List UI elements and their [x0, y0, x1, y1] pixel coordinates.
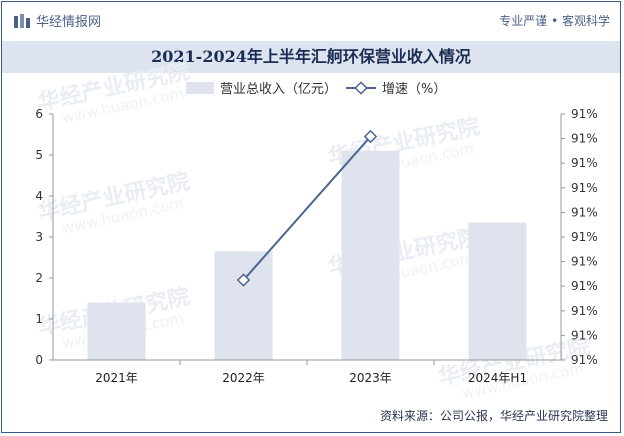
- x-tick-label: 2023年: [349, 371, 392, 385]
- y-tick-label: 4: [35, 189, 43, 203]
- line-point: [236, 273, 251, 287]
- legend: 营业总收入（亿元） 增速（%）: [186, 81, 446, 97]
- y2-tick-label: 91%: [571, 230, 598, 244]
- source-note: 资料来源：公司公报，华经产业研究院整理: [379, 409, 608, 423]
- y-tick-label: 3: [35, 230, 43, 244]
- axes: 0 1 2 3 4 5 6 91% 91% 91% 91% 91% 91% 91% 91% 91% 91% 91%…: [35, 107, 597, 385]
- brand: 华经情报网: [14, 11, 101, 30]
- y-tick-label: 5: [35, 148, 43, 162]
- y-tick-label: 0: [35, 353, 43, 367]
- line-series: [236, 129, 378, 287]
- x-tick-label: 2022年: [222, 371, 265, 385]
- title-band: 2021-2024年上半年汇舸环保营业收入情况: [2, 41, 620, 73]
- y2-tick-label: 91%: [571, 353, 598, 367]
- chart-title: 2021-2024年上半年汇舸环保营业收入情况: [151, 47, 471, 66]
- y2-tick-label: 91%: [571, 205, 598, 219]
- y-tick-label: 2: [35, 271, 43, 285]
- y2-tick-label: 91%: [571, 279, 598, 293]
- y2-tick-label: 91%: [571, 156, 598, 170]
- y2-tick-label: 91%: [571, 107, 598, 121]
- legend-label-revenue: 营业总收入（亿元）: [220, 82, 337, 97]
- series-line: [242, 135, 372, 281]
- y2-tick-label: 91%: [571, 132, 598, 146]
- brand-name: 华经情报网: [36, 15, 102, 30]
- y2-tick-label: 91%: [571, 328, 598, 342]
- y-tick-label: 1: [35, 312, 43, 326]
- y2-tick-label: 91%: [571, 181, 598, 195]
- y2-tick-label: 91%: [571, 304, 598, 318]
- tagline: 专业严谨 • 客观科学: [499, 14, 610, 28]
- bar: [468, 222, 527, 360]
- y2-tick-label: 91%: [571, 255, 598, 269]
- bar: [87, 302, 146, 360]
- bar: [214, 251, 273, 360]
- x-tick-label: 2021年: [95, 371, 138, 385]
- line-point: [363, 129, 378, 144]
- bar-series: [87, 150, 527, 360]
- brand-logo-icon: [14, 13, 30, 28]
- header-bar: 华经情报网 专业严谨 • 客观科学: [2, 2, 620, 36]
- y-tick-label: 6: [35, 107, 43, 121]
- bar: [341, 150, 400, 360]
- legend-marker: [354, 81, 368, 95]
- legend-label-growth: 增速（%）: [382, 82, 446, 97]
- x-tick-label: 2024年H1: [468, 371, 527, 385]
- legend-swatch-bar: [186, 82, 214, 94]
